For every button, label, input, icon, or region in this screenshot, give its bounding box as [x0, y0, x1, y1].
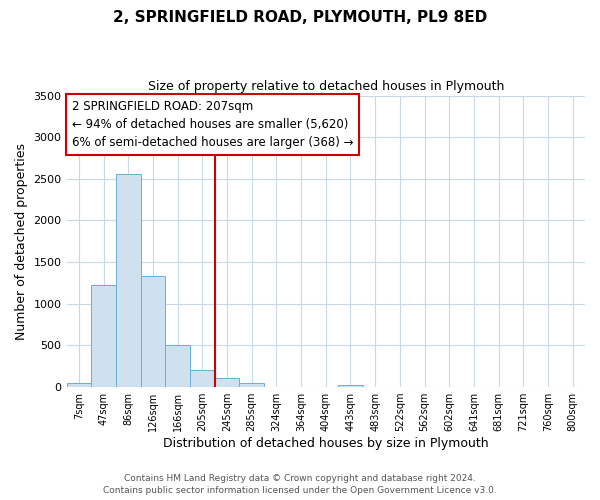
Bar [215, 378, 239, 387]
Text: Contains HM Land Registry data © Crown copyright and database right 2024.
Contai: Contains HM Land Registry data © Crown c… [103, 474, 497, 495]
Y-axis label: Number of detached properties: Number of detached properties [15, 143, 28, 340]
Bar [239, 383, 264, 387]
Text: 2 SPRINGFIELD ROAD: 207sqm
← 94% of detached houses are smaller (5,620)
6% of se: 2 SPRINGFIELD ROAD: 207sqm ← 94% of deta… [72, 100, 353, 149]
Bar [338, 384, 363, 387]
X-axis label: Distribution of detached houses by size in Plymouth: Distribution of detached houses by size … [163, 437, 488, 450]
Bar [190, 370, 215, 387]
Bar [140, 276, 165, 387]
Title: Size of property relative to detached houses in Plymouth: Size of property relative to detached ho… [148, 80, 504, 93]
Bar [165, 346, 190, 387]
Bar [67, 383, 91, 387]
Bar [91, 286, 116, 387]
Bar [116, 174, 140, 387]
Text: 2, SPRINGFIELD ROAD, PLYMOUTH, PL9 8ED: 2, SPRINGFIELD ROAD, PLYMOUTH, PL9 8ED [113, 10, 487, 25]
